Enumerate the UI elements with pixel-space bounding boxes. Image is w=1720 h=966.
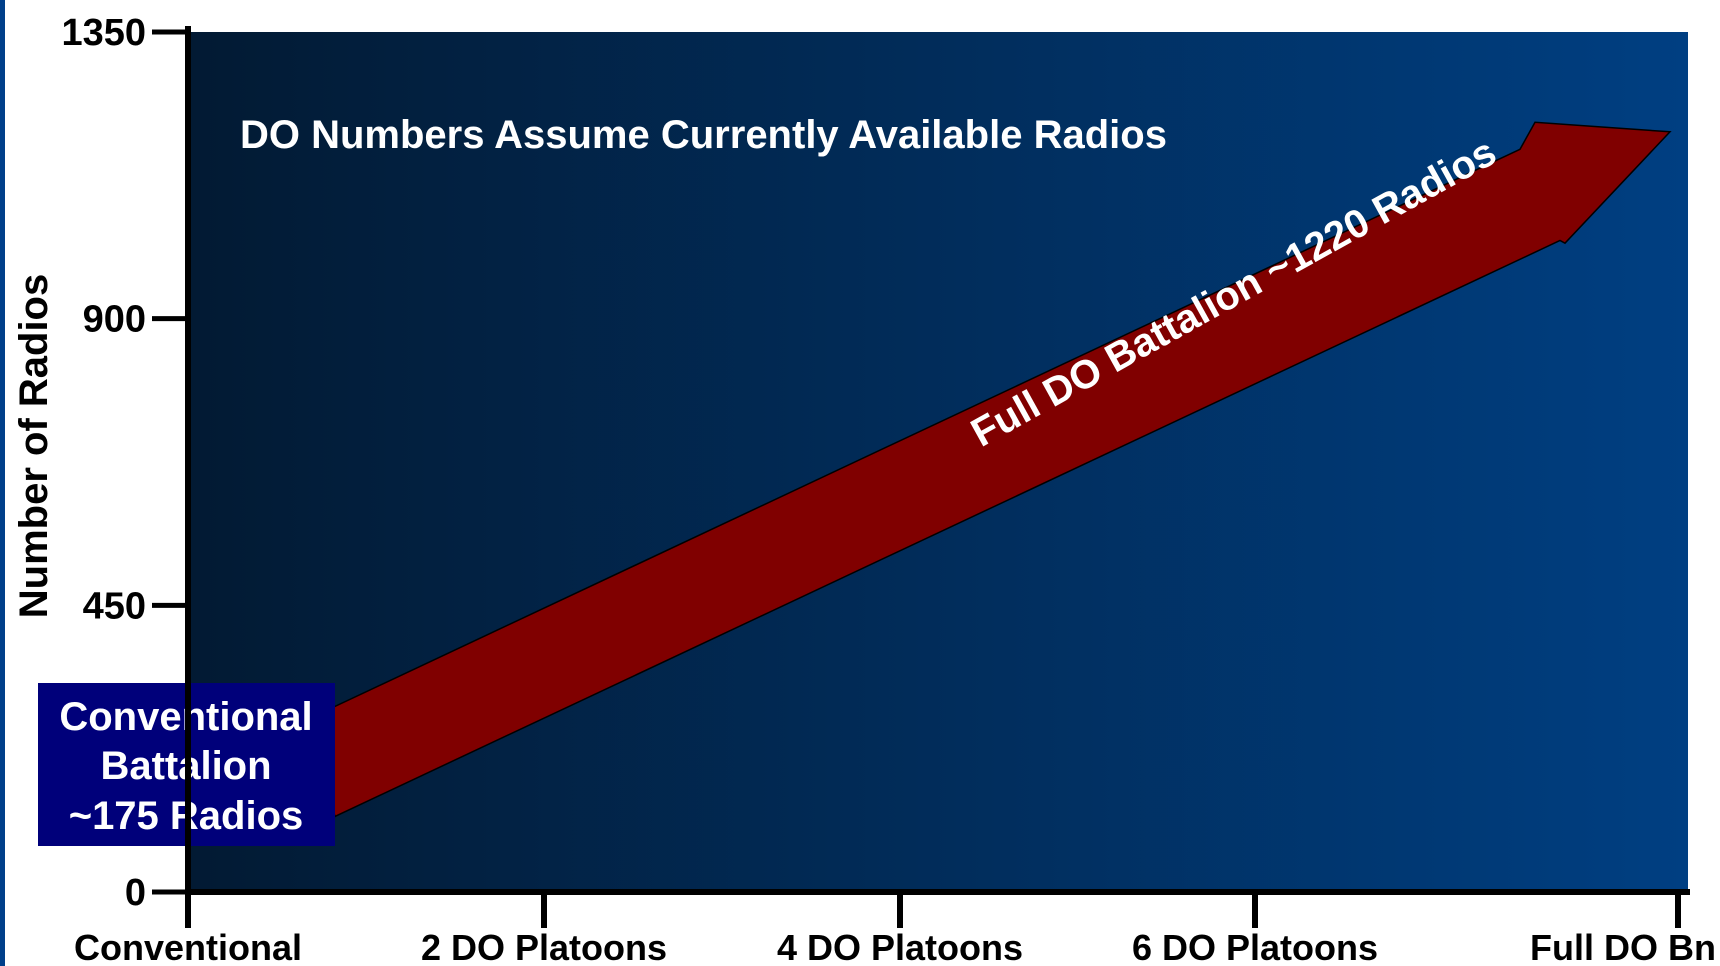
x-tick-label: Full DO Bn [1530,927,1716,966]
y-axis-ticks: 0 450 900 1350 [61,12,188,914]
left-border-strip [0,0,5,966]
assumption-note: DO Numbers Assume Currently Available Ra… [240,113,1167,157]
x-tick-label: 4 DO Platoons [777,927,1023,966]
growth-arrow [304,121,1672,818]
x-tick-label: 6 DO Platoons [1132,927,1378,966]
x-axis-ticks: Conventional 2 DO Platoons 4 DO Platoons 6 … [74,892,1716,966]
y-tick-label: 1350 [61,12,146,54]
y-tick-label: 450 [83,585,146,627]
y-tick-label: 0 [125,872,146,914]
x-tick-label: Conventional [74,927,302,966]
x-tick-label: 2 DO Platoons [421,927,667,966]
y-axis-label: Number of Radios [12,274,56,618]
y-tick-label: 900 [83,299,146,341]
